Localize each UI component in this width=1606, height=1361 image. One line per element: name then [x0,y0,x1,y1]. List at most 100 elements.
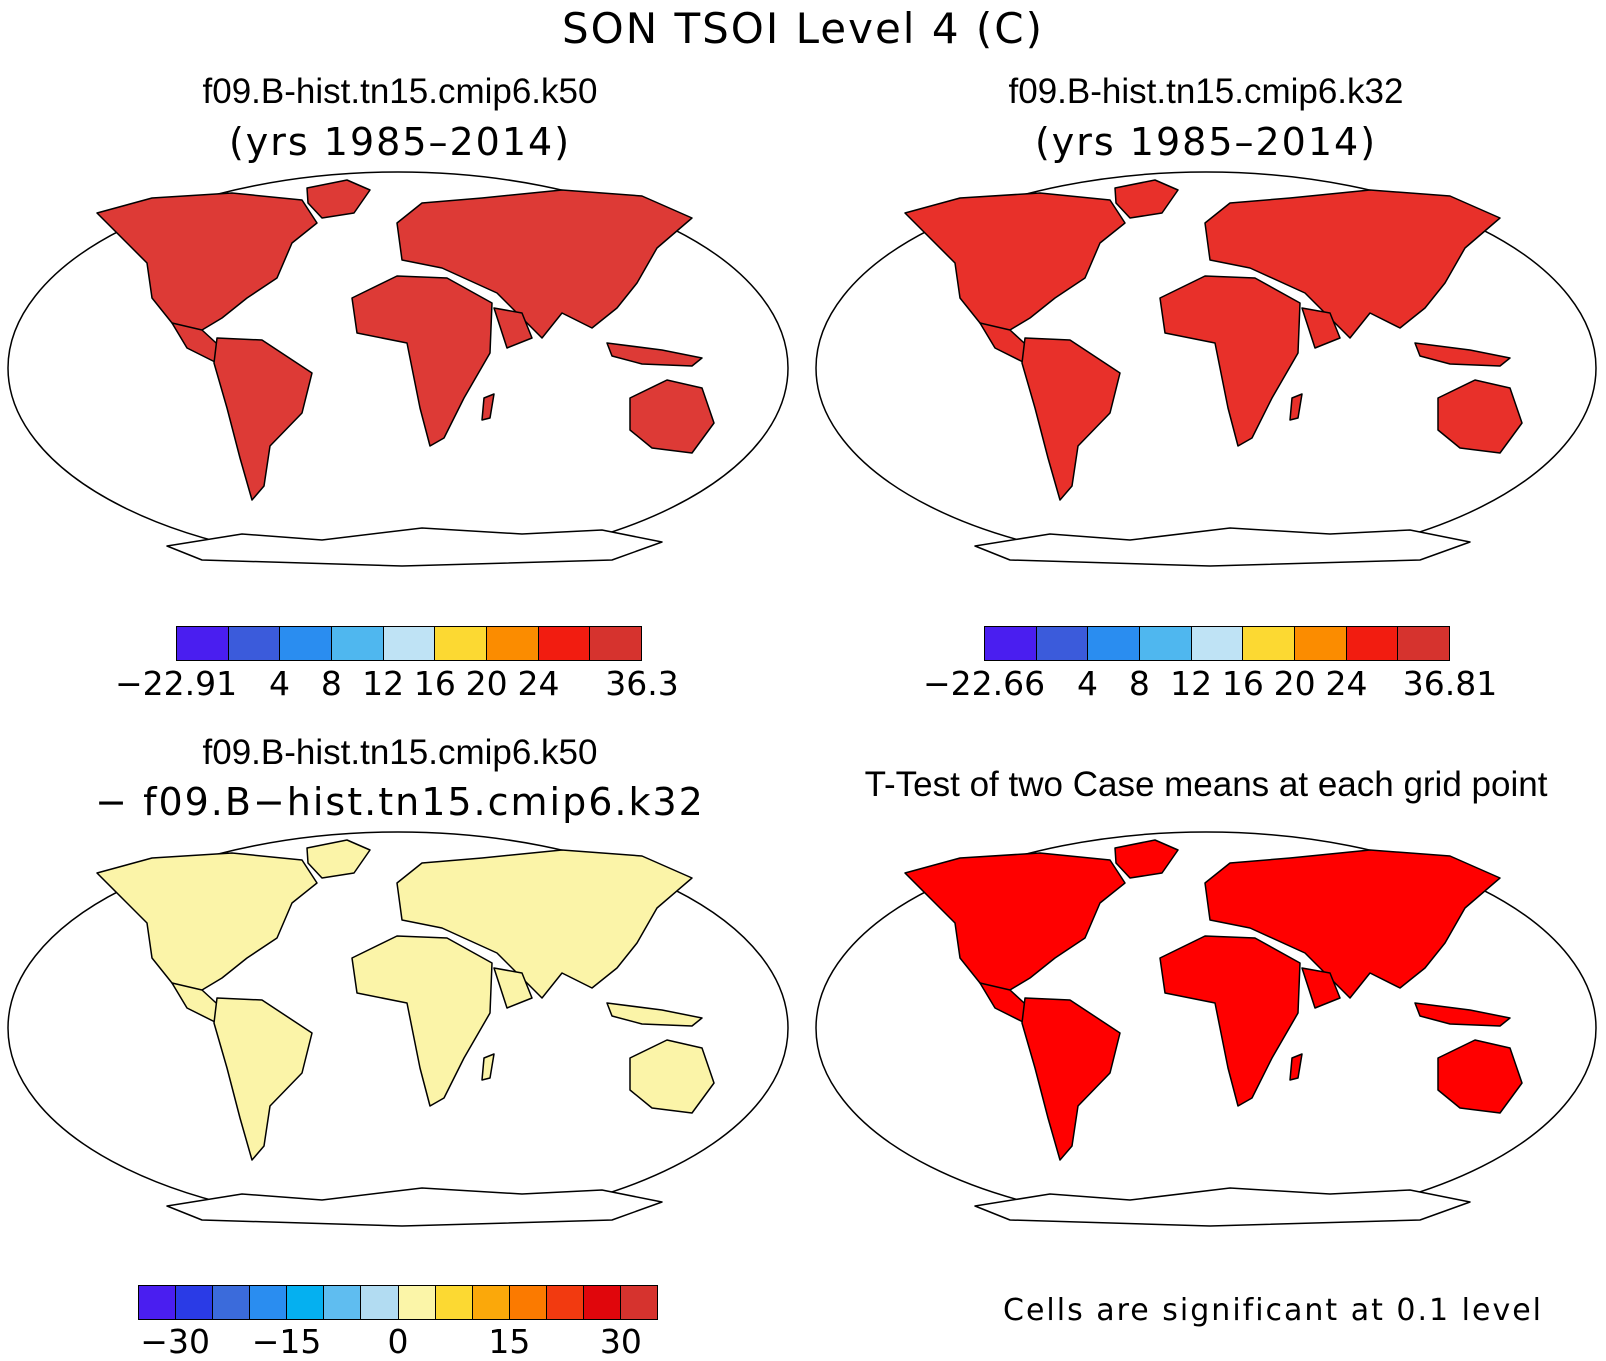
landmass-greenland [306,179,371,219]
panel-title-k32: f09.B-hist.tn15.cmip6.k32 [1008,72,1404,111]
colorbar-tick-label: 16 [1221,664,1264,703]
colorbar-tick-label: 4 [1077,664,1099,703]
landmass-eurasia [1204,849,1501,999]
landmass-greenland [1114,839,1179,879]
colorbar-tick-label: 15 [488,1322,531,1361]
colorbar-k32-labels: −22.66 4 8 12 16 20 24 36.81 [923,664,1497,704]
colorbar-tick-label: 4 [269,664,291,703]
colorbar-box [509,1286,547,1319]
landmass-australia [1437,1039,1523,1114]
panel-subtitle-k50: (yrs 1985–2014) [228,120,572,164]
landmass-north-america [904,192,1126,334]
colorbar-tick-label: 0 [387,1322,409,1361]
colorbar-box [1088,627,1141,660]
landmass-madagascar [481,1053,495,1081]
colorbar-tick-label: −30 [140,1322,210,1361]
landmass-eurasia [396,849,693,999]
colorbar-box [228,627,281,660]
colorbar-box [280,627,333,660]
landmass-antarctica [166,527,663,567]
landmass-greenland [306,839,371,879]
colorbar-box [287,1286,325,1319]
colorbar-tick-label: 20 [465,664,508,703]
colorbar-box [1191,627,1244,660]
panel-title-ttest: T-Test of two Case means at each grid po… [864,765,1548,804]
colorbar-box [177,627,229,660]
colorbar-box [1295,627,1347,660]
colorbar-box [487,627,539,660]
colorbar-box [583,1286,622,1319]
landmass-antarctica [974,527,1471,567]
colorbar-k50 [176,626,642,661]
landmass-africa [351,275,493,447]
landmass-australia [1437,379,1523,454]
colorbar-box [324,1286,362,1319]
landmass-arabia [1301,967,1341,1009]
landmass-africa [1159,275,1301,447]
landmass-australia [629,379,715,454]
colorbar-box [1346,627,1399,660]
colorbar-box [398,1286,436,1319]
landmass-africa [1159,935,1301,1107]
colorbar-tick-label: 12 [1170,664,1213,703]
colorbar-tick-label: −15 [251,1322,322,1361]
landmass-south-america [213,997,313,1161]
colorbar-box [1140,627,1192,660]
landmass-south-america [1021,337,1121,501]
colorbar-tick-label: −22.66 [922,664,1046,703]
significance-note: Cells are significant at 0.1 level [1003,1293,1544,1328]
colorbar-box [139,1286,177,1319]
colorbar-box [250,1286,288,1319]
colorbar-tick-label: 30 [599,1322,642,1361]
colorbar-box [1036,627,1089,660]
map-k32 [815,171,1597,567]
colorbar-tick-label: 36.81 [1402,664,1498,703]
colorbar-tick-label: 36.3 [605,664,679,703]
panel-subtitle-diff: − f09.B−hist.tn15.cmip6.k32 [95,780,705,824]
colorbar-box [213,1286,251,1319]
colorbar-diff [138,1285,658,1320]
landmass-madagascar [481,393,495,421]
colorbar-tick-label: 24 [1325,664,1368,703]
landmass-indonesia [1414,1002,1511,1027]
landmass-indonesia [606,342,703,367]
colorbar-tick-label: 8 [320,664,342,703]
colorbar-box [435,1286,473,1319]
landmass-australia [629,1039,715,1114]
colorbar-tick-label: −22.91 [114,664,238,703]
colorbar-diff-labels: −30 −15 0 15 30 [138,1322,658,1361]
colorbar-tick-label: 24 [517,664,560,703]
panel-title-diff: f09.B-hist.tn15.cmip6.k50 [202,733,598,772]
colorbar-box [538,627,591,660]
map-k50 [7,171,789,567]
colorbar-tick-label: 8 [1128,664,1150,703]
landmass-africa [351,935,493,1107]
colorbar-k50-labels: −22.91 4 8 12 16 20 24 36.3 [115,664,679,704]
figure-title: SON TSOI Level 4 (C) [562,4,1044,53]
colorbar-tick-label: 12 [362,664,405,703]
landmass-antarctica [974,1187,1471,1227]
colorbar-box [435,627,488,660]
colorbar-box [176,1286,214,1319]
colorbar-box [472,1286,510,1319]
landmass-indonesia [606,1002,703,1027]
map-ttest [815,831,1597,1227]
colorbar-box [332,627,384,660]
colorbar-box [383,627,436,660]
colorbar-box [1398,627,1450,660]
landmass-indonesia [1414,342,1511,367]
colorbar-box [590,627,642,660]
landmass-arabia [493,967,533,1009]
landmass-north-america [904,852,1126,994]
colorbar-box [1243,627,1296,660]
landmass-greenland [1114,179,1179,219]
landmass-arabia [493,307,533,349]
landmass-eurasia [1204,189,1501,339]
colorbar-tick-label: 16 [413,664,456,703]
panel-subtitle-k32: (yrs 1985–2014) [1034,120,1378,164]
landmass-madagascar [1289,393,1303,421]
landmass-eurasia [396,189,693,339]
landmass-antarctica [166,1187,663,1227]
landmass-south-america [1021,997,1121,1161]
colorbar-box [361,1286,399,1319]
